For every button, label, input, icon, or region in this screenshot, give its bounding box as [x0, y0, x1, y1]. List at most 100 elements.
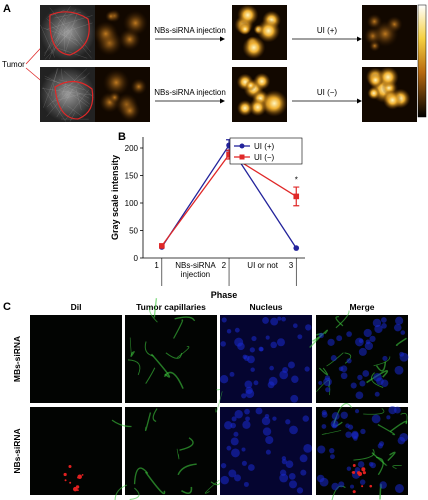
- speckle: [43, 68, 59, 108]
- dil-signal: [369, 484, 373, 488]
- speckle: [52, 17, 67, 54]
- nucleus: [281, 456, 287, 461]
- nucleus: [289, 480, 298, 489]
- dil-signal: [351, 471, 354, 474]
- step-label: UI (+): [317, 26, 338, 35]
- nucleus: [261, 416, 271, 426]
- step-label: NBs-siRNA injection: [154, 26, 226, 35]
- x-axis-label: Phase: [211, 290, 238, 300]
- arrow-head: [220, 36, 225, 42]
- vessel: [127, 359, 141, 376]
- nucleus: [265, 335, 270, 340]
- speckle: [76, 75, 78, 77]
- marker: [293, 193, 300, 200]
- speckle: [44, 78, 85, 90]
- nucleus: [365, 339, 371, 345]
- vessel: [181, 486, 193, 495]
- nucleus: [393, 323, 402, 332]
- nucleus: [245, 389, 255, 399]
- nucleus: [329, 448, 335, 454]
- nucleus: [362, 370, 370, 377]
- nucleus: [373, 372, 382, 382]
- nucleus: [243, 355, 250, 361]
- legend-marker: [239, 154, 245, 160]
- vessel: [144, 471, 166, 495]
- panel-label: B: [118, 131, 126, 143]
- contrast-signal: [122, 10, 148, 36]
- vessel: [152, 408, 158, 422]
- nucleus: [220, 475, 229, 485]
- speckle: [64, 30, 73, 54]
- nucleus: [330, 355, 337, 362]
- nucleus: [243, 481, 249, 487]
- series-line: [161, 153, 297, 247]
- vessel: [163, 371, 184, 389]
- colorbar: [417, 4, 427, 118]
- nucleus: [288, 472, 296, 480]
- micrograph: [125, 407, 217, 495]
- speckle: [56, 88, 74, 117]
- arrow-head: [357, 98, 362, 104]
- vessel: [335, 316, 344, 327]
- speckle: [67, 9, 77, 19]
- dil-signal: [361, 485, 364, 488]
- speckle: [57, 6, 71, 25]
- vessel: [150, 353, 171, 378]
- nucleus: [279, 473, 289, 483]
- vessel: [145, 367, 156, 384]
- nucleus: [346, 331, 352, 337]
- dil-signal: [68, 464, 72, 468]
- dil-signal: [352, 490, 356, 494]
- nucleus: [359, 380, 366, 387]
- nucleus: [231, 448, 240, 458]
- nucleus: [394, 365, 404, 375]
- panel-label: A: [3, 3, 11, 15]
- dil-signal: [81, 473, 84, 476]
- speckle: [61, 68, 63, 80]
- nucleus: [399, 352, 409, 362]
- nucleus: [234, 327, 240, 333]
- marker: [226, 151, 232, 158]
- nucleus: [371, 414, 381, 424]
- nucleus: [329, 454, 335, 460]
- nucleus: [272, 416, 277, 421]
- nucleus: [241, 447, 246, 452]
- speckle: [49, 17, 65, 60]
- nucleus: [287, 361, 295, 369]
- legend-label: UI (+): [254, 142, 275, 151]
- step-label: NBs-siRNA injection: [154, 88, 226, 97]
- speckle: [64, 72, 90, 98]
- vessel: [318, 367, 329, 376]
- vessel: [335, 310, 350, 329]
- y-tick-label: 50: [129, 227, 138, 236]
- nucleus: [250, 367, 255, 372]
- contrast-signal: [239, 23, 252, 36]
- nucleus: [358, 347, 367, 356]
- contrast-signal: [130, 78, 147, 95]
- vessel: [363, 408, 385, 415]
- contrast-signal: [367, 72, 384, 88]
- nucleus: [379, 481, 387, 489]
- vessel: [392, 465, 402, 469]
- nucleus: [297, 334, 303, 340]
- nucleus: [374, 391, 380, 397]
- nucleus: [330, 420, 339, 428]
- nucleus: [251, 335, 257, 342]
- nucleus: [318, 332, 324, 339]
- contrast-signal: [253, 72, 271, 90]
- nucleus: [264, 413, 270, 419]
- nucleus: [378, 441, 385, 447]
- dil-signal: [64, 479, 67, 482]
- nucleus: [228, 469, 237, 478]
- nucleus: [340, 411, 348, 419]
- nucleus: [305, 324, 312, 331]
- nucleus: [318, 380, 323, 385]
- nucleus: [229, 371, 235, 377]
- nucleus: [220, 462, 227, 469]
- nucleus: [357, 461, 365, 468]
- step-label: UI (−): [317, 88, 338, 97]
- speckle: [44, 75, 90, 99]
- contrast-signal: [102, 69, 130, 96]
- dil-signal: [77, 474, 82, 479]
- nucleus: [382, 355, 388, 362]
